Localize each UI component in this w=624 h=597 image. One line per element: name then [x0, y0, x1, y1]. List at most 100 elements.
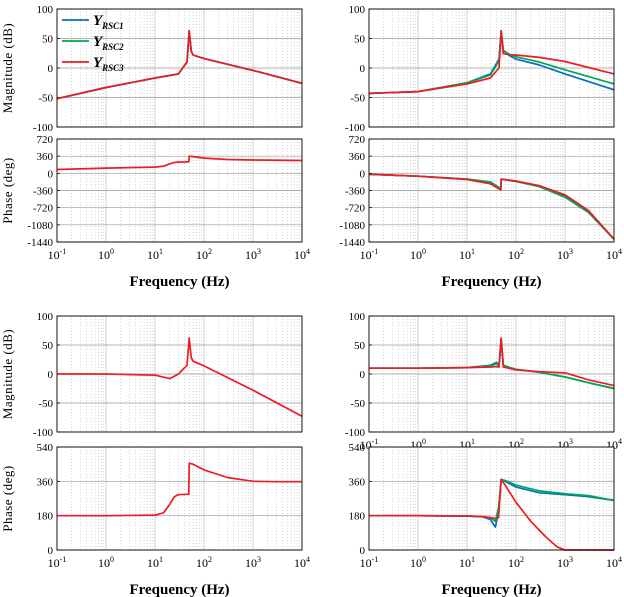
- x-tick-label: 104: [606, 555, 622, 570]
- y-tick-label: -100: [345, 122, 366, 134]
- plot-frame: [56, 446, 303, 551]
- y-tick-label: 100: [37, 4, 54, 16]
- y-axis-label: Magnitude (dB): [0, 329, 15, 419]
- x-tick-label: 102: [508, 247, 524, 262]
- y-tick-label: -1440: [27, 237, 53, 249]
- y-tick-label: 50: [42, 340, 54, 352]
- series-line-3: [369, 337, 615, 387]
- x-axis-label: Frequency (Hz): [129, 274, 229, 290]
- y-tick-label: -1440: [339, 237, 365, 249]
- x-tick-label: 102: [196, 247, 212, 262]
- y-tick-label: -1080: [27, 220, 53, 232]
- plot-frame: [56, 138, 303, 243]
- series-line-3: [56, 29, 303, 100]
- x-tick-label: 101: [459, 247, 475, 262]
- x-tick-label: 103: [557, 555, 573, 570]
- y-tick-label: -360: [33, 186, 54, 198]
- y-tick-label: -100: [33, 427, 54, 439]
- y-tick-label: 0: [48, 168, 54, 180]
- series-line-1: [56, 155, 303, 171]
- y-tick-label: 0: [360, 168, 366, 180]
- series-line-3: [368, 173, 615, 240]
- x-tick-label: 102: [508, 555, 524, 570]
- series-line-3: [369, 478, 614, 551]
- y-tick-label: -1080: [339, 220, 365, 232]
- y-tick-label: 50: [354, 340, 366, 352]
- y-tick-label: 540: [349, 442, 366, 454]
- y-tick-label: -100: [345, 427, 366, 439]
- y-tick-label: 0: [360, 63, 366, 75]
- plot-area: [369, 447, 614, 550]
- top-right-magnitude-panel: 100 50 0 -50 -100: [345, 4, 615, 134]
- x-tick-label: 10-1: [360, 247, 379, 262]
- x-tick-label: 104: [294, 247, 310, 262]
- legend-entry-1: YRSC1: [93, 13, 124, 31]
- x-tick-label: 103: [245, 555, 261, 570]
- y-tick-label: -720: [33, 203, 54, 215]
- y-tick-label: -100: [33, 122, 54, 134]
- x-tick-label: 101: [459, 555, 475, 570]
- y-axis-label: Phase (deg): [0, 465, 15, 532]
- x-tick-label: 104: [606, 247, 622, 262]
- plot-frame: [368, 138, 615, 243]
- y-tick-label: 180: [37, 511, 54, 523]
- y-tick-label: 50: [42, 34, 54, 46]
- x-tick-label: 101: [147, 247, 163, 262]
- y-tick-label: 360: [349, 476, 366, 488]
- y-tick-label: 100: [37, 311, 54, 323]
- y-tick-label: 720: [37, 134, 54, 146]
- y-tick-label: 720: [349, 134, 366, 146]
- legend-entry-2: YRSC2: [93, 34, 124, 52]
- bottom-right-phase-panel: 540 360 180 010-1 100 101 102 103 104 Frequency (…: [349, 442, 623, 597]
- legend-entry-3: YRSC3: [93, 55, 124, 73]
- y-tick-label: -50: [38, 398, 53, 410]
- y-tick-label: 50: [354, 34, 366, 46]
- x-tick-label: 100: [98, 247, 114, 262]
- y-tick-label: 360: [37, 151, 54, 163]
- x-axis-label: Frequency (Hz): [441, 274, 541, 290]
- x-tick-label: 100: [410, 555, 426, 570]
- y-tick-label: 0: [360, 369, 366, 381]
- y-axis-label: Phase (deg): [0, 157, 15, 224]
- y-tick-label: 180: [349, 511, 366, 523]
- x-tick-label: 104: [294, 555, 310, 570]
- y-tick-label: 360: [37, 476, 54, 488]
- x-tick-label: 102: [196, 555, 212, 570]
- plot-frame: [56, 315, 303, 433]
- y-tick-label: -50: [350, 398, 365, 410]
- bottom-left-phase-panel: 540 360 180 010-1 100 101 102 103 104 Frequency (…: [0, 442, 310, 597]
- legend: YRSC1 YRSC2 YRSC3: [62, 13, 124, 73]
- x-tick-label: 103: [245, 247, 261, 262]
- y-tick-label: 100: [349, 4, 366, 16]
- plot-frame: [368, 8, 615, 128]
- x-tick-label: 10-1: [360, 555, 379, 570]
- y-axis-label: Magnitude (dB): [0, 23, 15, 113]
- plot-frame: [368, 446, 615, 551]
- x-tick-label: 101: [147, 555, 163, 570]
- y-tick-label: 100: [349, 311, 366, 323]
- x-tick-label: 10-1: [48, 555, 67, 570]
- x-tick-label: 10-1: [48, 247, 67, 262]
- y-tick-label: 0: [360, 545, 366, 557]
- y-tick-label: 0: [48, 369, 54, 381]
- x-tick-label: 100: [410, 247, 426, 262]
- y-tick-label: 0: [48, 545, 54, 557]
- plot-frame: [56, 8, 303, 128]
- plot-frame: [368, 315, 615, 433]
- y-tick-label: -360: [345, 186, 366, 198]
- y-tick-label: 360: [349, 151, 366, 163]
- y-tick-label: -720: [345, 203, 366, 215]
- x-tick-label: 103: [557, 247, 573, 262]
- series-line-1: [57, 462, 302, 517]
- y-tick-label: -50: [38, 93, 53, 105]
- x-tick-label: 100: [98, 555, 114, 570]
- plot-area: [57, 447, 302, 550]
- x-axis-label: Frequency (Hz): [129, 582, 229, 597]
- series-line-3: [368, 29, 615, 95]
- x-axis-label: Frequency (Hz): [441, 582, 541, 597]
- y-tick-label: 0: [48, 63, 54, 75]
